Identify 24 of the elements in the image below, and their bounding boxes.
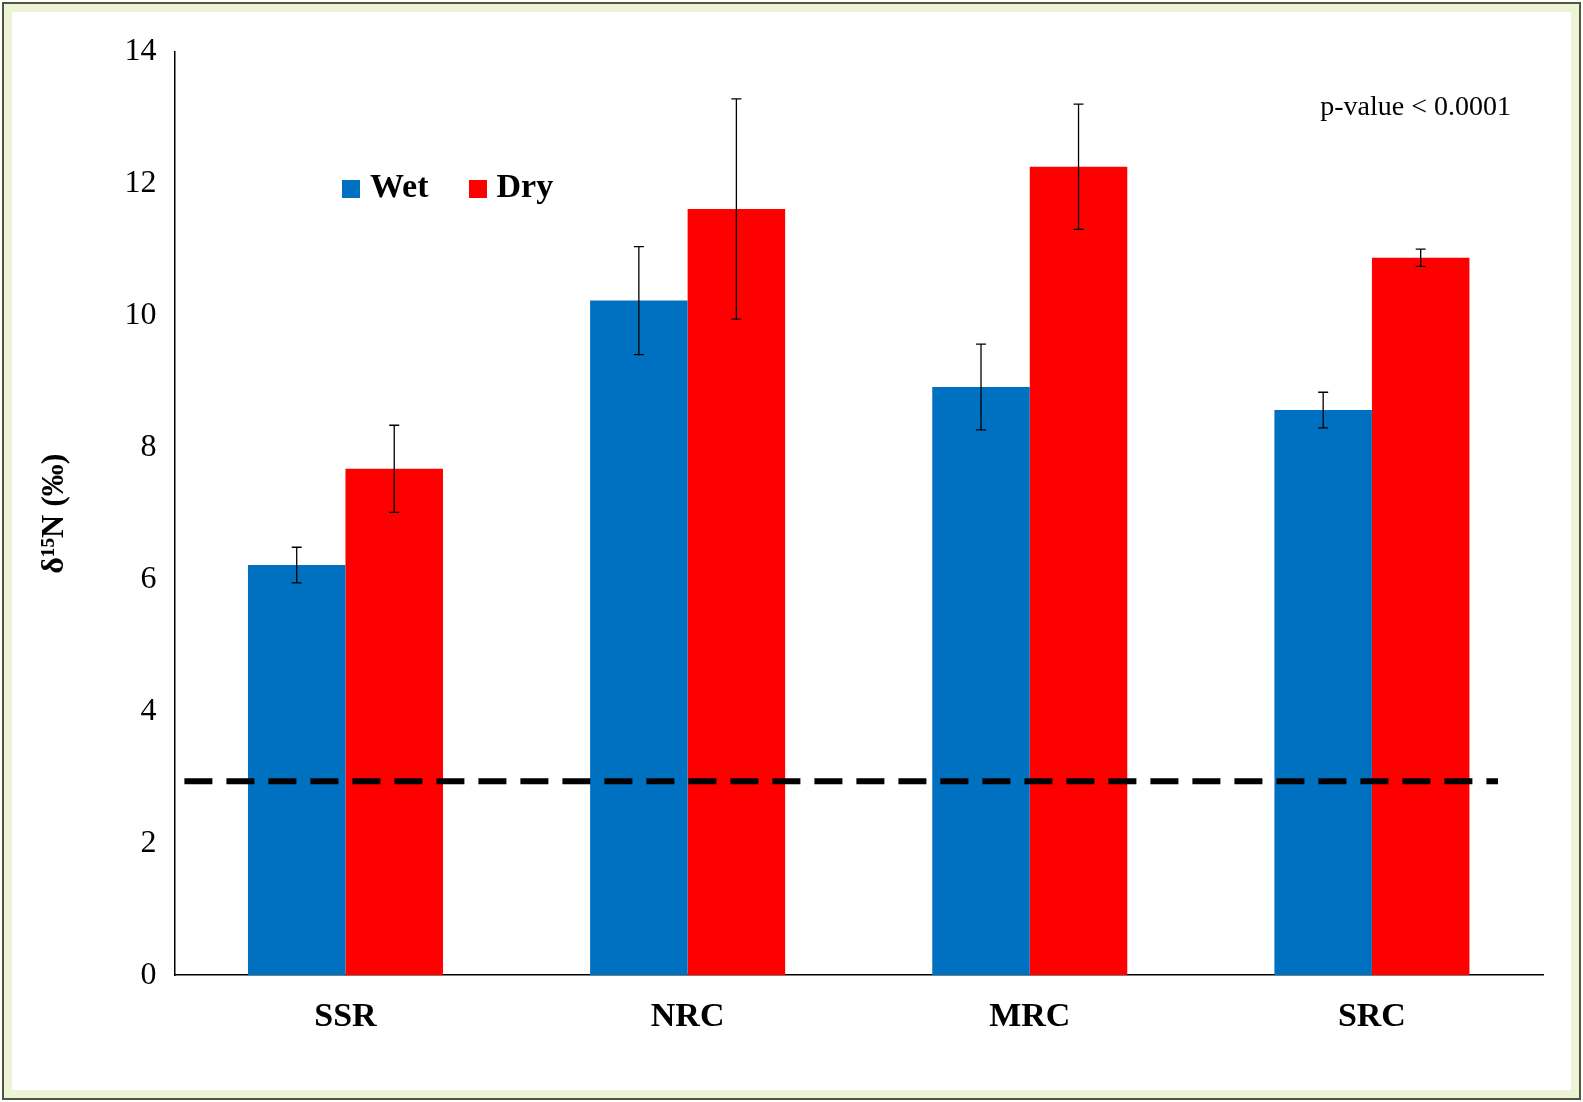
bar xyxy=(1029,166,1128,976)
bar xyxy=(932,386,1030,976)
bar xyxy=(590,300,688,976)
y-tick-label: 12 xyxy=(124,163,157,200)
legend-label: Dry xyxy=(495,167,554,205)
legend-label: Wet xyxy=(369,167,429,205)
annotation: p-value < 0.0001 xyxy=(1320,90,1511,122)
bar xyxy=(687,208,786,976)
y-tick-label: 14 xyxy=(124,31,157,68)
y-tick-label: 10 xyxy=(124,295,157,332)
x-tick-label: NRC xyxy=(650,996,725,1034)
bar xyxy=(1371,257,1470,976)
x-tick-label: SRC xyxy=(1337,996,1406,1034)
y-tick-label: 4 xyxy=(140,690,157,727)
y-axis-title: δ¹⁵N (‰) xyxy=(34,453,71,574)
y-tick-label: 6 xyxy=(140,558,157,595)
bar xyxy=(345,468,443,976)
y-tick-label: 0 xyxy=(140,954,157,991)
y-tick-label: 2 xyxy=(140,822,157,859)
y-tick-label: 8 xyxy=(140,427,157,464)
bar xyxy=(247,565,346,976)
x-tick-label: MRC xyxy=(989,996,1071,1034)
bar xyxy=(1274,410,1372,976)
x-tick-label: SSR xyxy=(314,996,378,1034)
